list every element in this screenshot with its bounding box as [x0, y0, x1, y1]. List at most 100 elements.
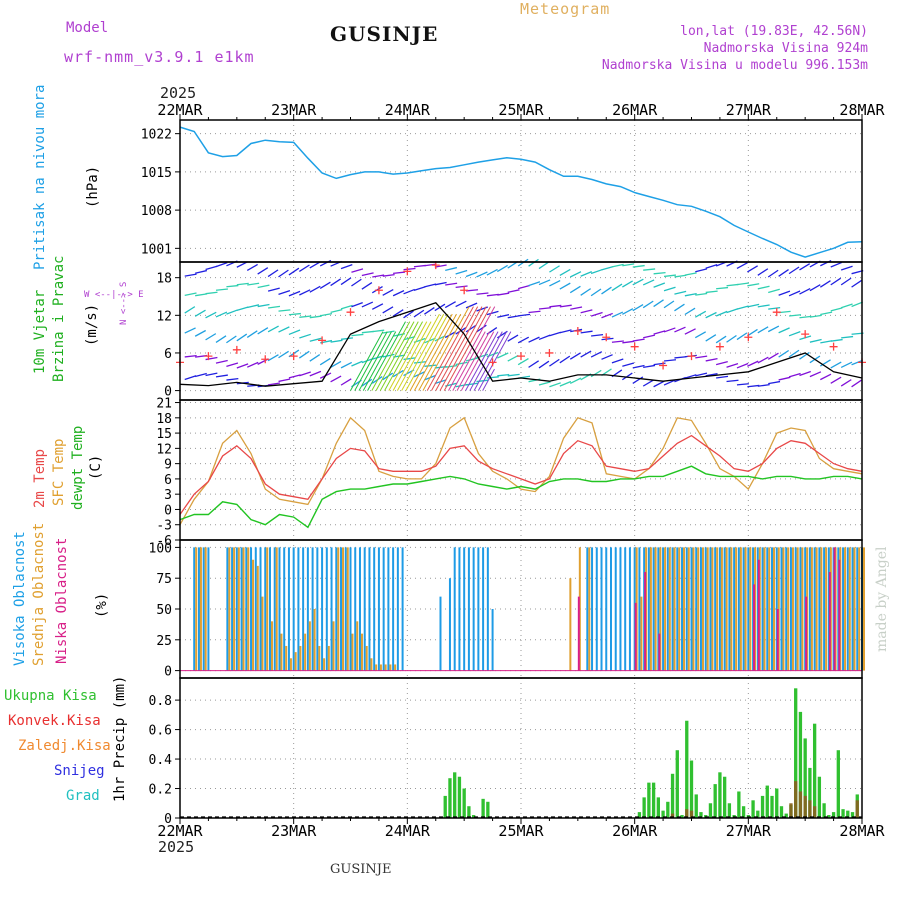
wind-barb: [309, 337, 322, 342]
wind-barb: [184, 292, 197, 297]
precip-total-bar: [741, 806, 746, 818]
wind-barb: [226, 309, 238, 315]
pressure-ytick-label: 1008: [141, 204, 172, 219]
wind-barb: [444, 301, 456, 309]
wind-barb: [830, 261, 843, 268]
precip-total-bar: [689, 760, 694, 818]
wind-barb: [757, 383, 770, 387]
wind-barb: [184, 273, 197, 277]
wind-barb: [299, 289, 311, 296]
wind-barb: [205, 372, 218, 377]
wind-barb: [330, 339, 343, 343]
wind-barb: [820, 340, 833, 344]
precip-total-bar: [836, 750, 840, 818]
wind-barb: [320, 313, 333, 317]
wind-gust-marker: [232, 345, 241, 354]
wind-barb: [851, 359, 863, 366]
wind-barb: [528, 258, 539, 267]
wind-barb: [455, 285, 468, 289]
wind-barb: [226, 284, 239, 288]
wind-barb: [351, 301, 363, 308]
wind-barb: [354, 331, 388, 391]
wind-barb: [538, 279, 551, 286]
cloud-ytick-label: 50: [156, 603, 172, 618]
wind-barb: [413, 309, 425, 318]
pressure-unit: (hPa): [85, 166, 101, 208]
wind-barb: [257, 267, 269, 275]
precip-conv-bar: [812, 806, 817, 818]
wind-gust-marker: [517, 352, 525, 361]
wind-barb: [778, 290, 791, 296]
wind-barb: [309, 315, 322, 319]
wind-barb: [382, 353, 395, 358]
wind-barb: [215, 359, 228, 364]
wind-barb: [684, 293, 697, 297]
wind-barb: [367, 321, 406, 391]
wind-gust-marker: [659, 361, 668, 370]
precip-conv-bar: [689, 810, 694, 818]
wind-barb: [382, 306, 394, 314]
wind-barb: [840, 303, 853, 309]
temperature-ytick-label: 6: [164, 473, 172, 488]
cloud-ytick-label: 25: [156, 634, 172, 649]
wind-barb: [205, 311, 217, 319]
precip-total-bar: [756, 810, 760, 818]
precip-total-bar: [443, 795, 447, 818]
wind-barb: [194, 309, 206, 317]
wind-barb: [601, 354, 613, 360]
wind-barb: [476, 324, 487, 333]
wind-barb: [226, 335, 237, 344]
wind-barb: [726, 379, 739, 383]
wind-barb: [767, 352, 779, 360]
wind-barb: [747, 283, 760, 287]
wind-barb: [778, 327, 790, 334]
footer-station: GUSINJE: [330, 862, 392, 877]
wind-barb: [497, 352, 509, 359]
wind-barb: [820, 311, 833, 316]
wind-barb: [653, 380, 665, 388]
wind-barb: [622, 263, 635, 267]
precip-total-bar: [642, 797, 646, 818]
wind-barb: [621, 372, 633, 381]
wind-barb: [507, 354, 519, 362]
wind-barb: [674, 274, 687, 278]
wind-barb: [246, 330, 258, 338]
wind-barb: [757, 356, 769, 364]
wind-barb: [538, 381, 551, 386]
wind-barb: [601, 312, 613, 319]
wind-barb: [747, 384, 760, 388]
wind-barb: [788, 372, 801, 378]
wind-barb: [236, 333, 248, 342]
wind-barb: [319, 357, 331, 366]
wind-barb: [371, 321, 411, 391]
precip-ytick-label: 0.4: [149, 753, 173, 768]
wind-barb: [413, 313, 457, 391]
wind-barb: [267, 382, 281, 386]
x-tick-label-bottom: 28MAR: [839, 822, 885, 840]
wind-barb: [747, 303, 760, 308]
wind-barb: [465, 357, 478, 362]
wind-barb: [695, 292, 708, 296]
wind-barb: [330, 360, 342, 368]
wind-barb: [413, 264, 426, 268]
wind-barb: [215, 311, 228, 318]
precip-total-bar: [808, 767, 812, 818]
wind-barb: [299, 315, 312, 318]
precip-total-bar: [727, 803, 732, 818]
wind-barb: [473, 331, 508, 391]
wind-barb: [642, 279, 655, 286]
wind-barb: [418, 313, 462, 391]
precip-total-bar: [760, 795, 765, 818]
wind-barb: [726, 308, 739, 314]
model-label: Model: [66, 20, 109, 36]
wind-gust-marker: [715, 342, 724, 351]
precip-total-bar: [651, 782, 656, 818]
wind-barb: [278, 309, 291, 312]
wind-barb: [236, 306, 249, 312]
wind-barb: [517, 284, 530, 290]
wind-barb: [788, 349, 800, 358]
wind-barb: [507, 334, 519, 342]
temp-2m-label: 2m Temp: [32, 449, 48, 508]
wind-barb: [726, 334, 737, 343]
